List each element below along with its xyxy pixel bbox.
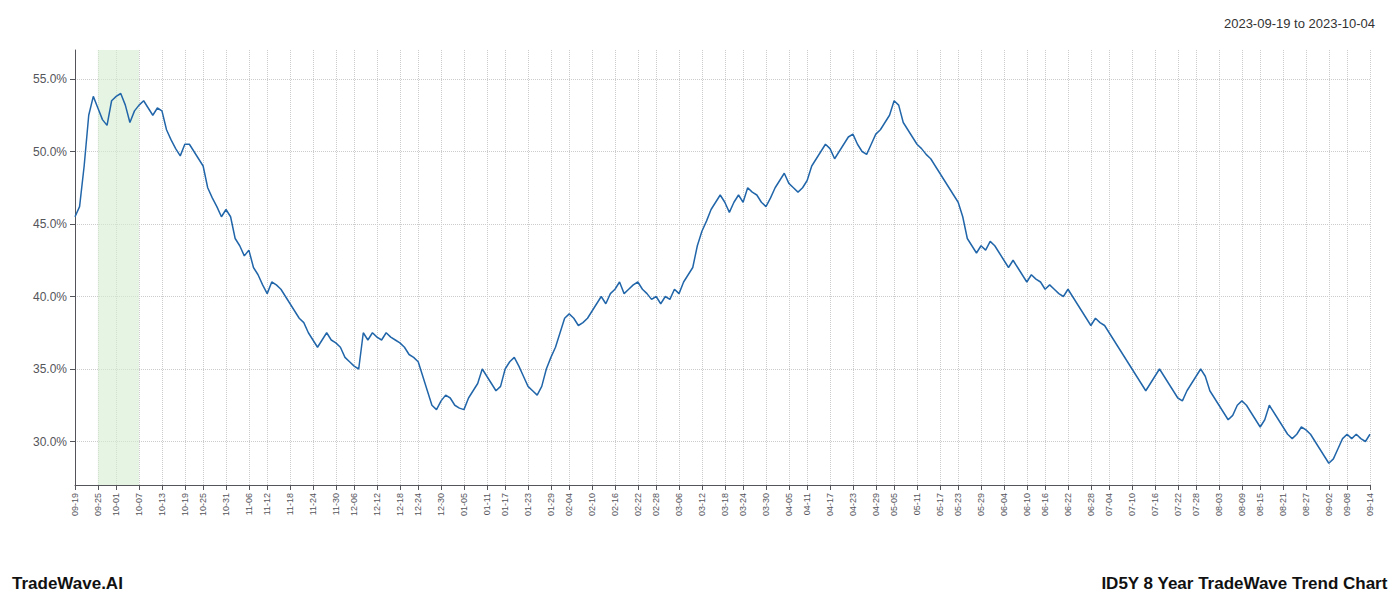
svg-text:08-21: 08-21 (1278, 493, 1288, 516)
svg-text:03-30: 03-30 (761, 493, 771, 516)
svg-text:10-25: 10-25 (198, 493, 208, 516)
svg-text:02-28: 02-28 (651, 493, 661, 516)
svg-text:08-15: 08-15 (1255, 493, 1265, 516)
svg-text:06-10: 06-10 (1022, 493, 1032, 516)
svg-text:10-13: 10-13 (157, 493, 167, 516)
svg-text:05-23: 05-23 (953, 493, 963, 516)
svg-text:02-22: 02-22 (633, 493, 643, 516)
svg-text:11-18: 11-18 (285, 493, 295, 515)
svg-text:03-24: 03-24 (738, 493, 748, 516)
svg-text:04-23: 04-23 (848, 493, 858, 516)
svg-text:12-18: 12-18 (395, 493, 405, 516)
svg-text:02-04: 02-04 (564, 493, 574, 516)
svg-text:ID5Y 8 Year TradeWave Trend Ch: ID5Y 8 Year TradeWave Trend Chart (1101, 574, 1387, 593)
svg-text:01-11: 01-11 (482, 493, 492, 515)
svg-text:03-18: 03-18 (720, 493, 730, 516)
svg-text:07-16: 07-16 (1150, 493, 1160, 516)
svg-text:12-24: 12-24 (413, 493, 423, 516)
svg-text:04-29: 04-29 (871, 493, 881, 516)
svg-text:01-23: 01-23 (523, 493, 533, 516)
svg-text:12-06: 12-06 (349, 493, 359, 516)
svg-text:03-12: 03-12 (697, 493, 707, 516)
svg-text:TradeWave.AI: TradeWave.AI (12, 574, 123, 593)
svg-text:08-27: 08-27 (1301, 493, 1311, 516)
svg-text:09-08: 09-08 (1342, 493, 1352, 516)
svg-text:01-17: 01-17 (500, 493, 510, 516)
svg-text:06-28: 06-28 (1086, 493, 1096, 516)
svg-text:06-22: 06-22 (1063, 493, 1073, 516)
svg-text:12-12: 12-12 (372, 493, 382, 516)
svg-text:02-16: 02-16 (610, 493, 620, 516)
svg-text:11-30: 11-30 (331, 493, 341, 515)
svg-text:06-04: 06-04 (999, 493, 1009, 516)
svg-text:10-07: 10-07 (134, 493, 144, 516)
svg-text:05-11: 05-11 (912, 493, 922, 515)
svg-text:09-14: 09-14 (1365, 493, 1375, 516)
svg-text:09-19: 09-19 (70, 493, 80, 516)
svg-text:02-10: 02-10 (587, 493, 597, 516)
svg-text:06-16: 06-16 (1040, 493, 1050, 516)
svg-text:11-12: 11-12 (262, 493, 272, 515)
svg-text:35.0%: 35.0% (33, 362, 67, 376)
svg-text:07-22: 07-22 (1173, 493, 1183, 516)
svg-text:10-01: 10-01 (111, 493, 121, 516)
svg-text:04-11: 04-11 (802, 493, 812, 515)
svg-text:07-04: 07-04 (1104, 493, 1114, 516)
svg-text:12-30: 12-30 (436, 493, 446, 516)
svg-text:50.0%: 50.0% (33, 145, 67, 159)
svg-text:04-05: 04-05 (784, 493, 794, 516)
svg-text:07-28: 07-28 (1191, 493, 1201, 516)
svg-text:07-10: 07-10 (1127, 493, 1137, 516)
svg-text:05-05: 05-05 (889, 493, 899, 516)
svg-text:10-19: 10-19 (180, 493, 190, 516)
svg-text:09-02: 09-02 (1324, 493, 1334, 516)
svg-text:2023-09-19 to 2023-10-04: 2023-09-19 to 2023-10-04 (1224, 16, 1375, 31)
svg-text:08-09: 08-09 (1237, 493, 1247, 516)
svg-text:03-06: 03-06 (674, 493, 684, 516)
svg-text:01-29: 01-29 (546, 493, 556, 516)
svg-text:05-17: 05-17 (935, 493, 945, 516)
svg-text:08-03: 08-03 (1214, 493, 1224, 516)
svg-text:55.0%: 55.0% (33, 72, 67, 86)
svg-text:40.0%: 40.0% (33, 290, 67, 304)
svg-text:11-06: 11-06 (244, 493, 254, 515)
svg-text:09-25: 09-25 (93, 493, 103, 516)
svg-text:01-05: 01-05 (459, 493, 469, 516)
svg-text:05-29: 05-29 (976, 493, 986, 516)
svg-text:11-24: 11-24 (308, 493, 318, 515)
svg-text:10-31: 10-31 (221, 493, 231, 516)
svg-text:45.0%: 45.0% (33, 217, 67, 231)
svg-text:04-17: 04-17 (825, 493, 835, 516)
svg-text:30.0%: 30.0% (33, 435, 67, 449)
